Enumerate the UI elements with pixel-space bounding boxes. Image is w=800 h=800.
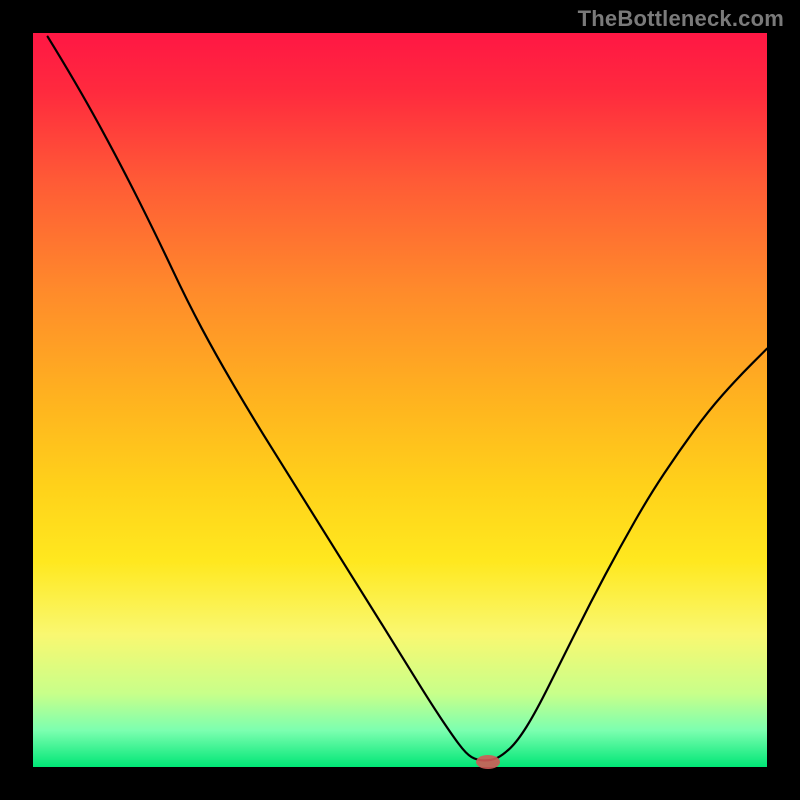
watermark-text: TheBottleneck.com [578, 6, 784, 32]
bottleneck-curve [33, 33, 767, 767]
plot-area [33, 33, 767, 767]
optimum-marker [476, 755, 500, 769]
chart-container: TheBottleneck.com [0, 0, 800, 800]
